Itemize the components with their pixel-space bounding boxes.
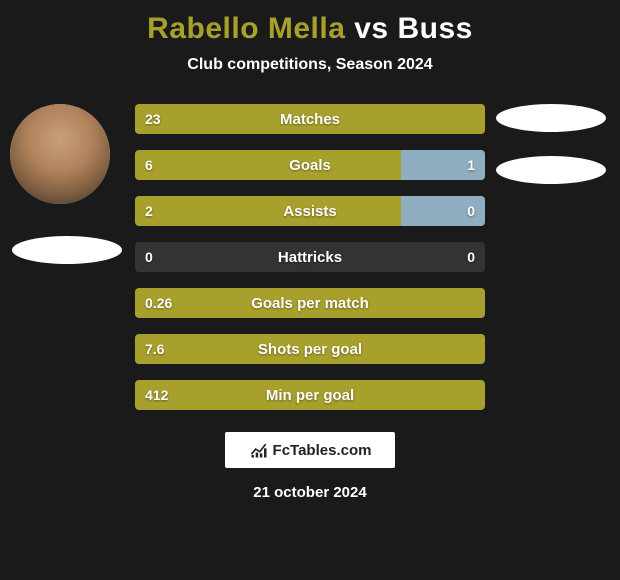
branding-badge: FcTables.com (225, 432, 395, 468)
bar-row: 00Hattricks (135, 242, 485, 272)
content-wrapper: Rabello Mella vs Buss Club competitions,… (0, 0, 620, 580)
bar-label: Matches (135, 104, 485, 134)
avatar-face-placeholder (10, 104, 110, 204)
name-ellipse-right-bottom (496, 156, 606, 184)
name-ellipse-left (12, 236, 122, 264)
bar-label: Min per goal (135, 380, 485, 410)
title-vs: vs (354, 12, 388, 45)
subtitle: Club competitions, Season 2024 (187, 56, 432, 74)
bar-label: Shots per goal (135, 334, 485, 364)
title-player-left: Rabello Mella (147, 12, 345, 45)
bar-label: Goals (135, 150, 485, 180)
branding-text: FcTables.com (273, 442, 372, 459)
bar-row: 20Assists (135, 196, 485, 226)
comparison-bars: 23Matches 61Goals 20Assists 00Hattricks 0.26… (135, 104, 485, 410)
bar-row: 412Min per goal (135, 380, 485, 410)
bar-row: 61Goals (135, 150, 485, 180)
bar-label: Assists (135, 196, 485, 226)
page-title: Rabello Mella vs Buss (147, 12, 473, 46)
bar-row: 7.6Shots per goal (135, 334, 485, 364)
bar-label: Goals per match (135, 288, 485, 318)
stats-area: 23Matches 61Goals 20Assists 00Hattricks 0.26… (0, 104, 620, 426)
chart-icon (249, 440, 269, 460)
name-ellipse-right-top (496, 104, 606, 132)
title-player-right: Buss (397, 12, 472, 45)
avatar-player-left (10, 104, 110, 204)
bar-row: 23Matches (135, 104, 485, 134)
bar-label: Hattricks (135, 242, 485, 272)
bar-row: 0.26Goals per match (135, 288, 485, 318)
date-text: 21 october 2024 (253, 484, 366, 501)
